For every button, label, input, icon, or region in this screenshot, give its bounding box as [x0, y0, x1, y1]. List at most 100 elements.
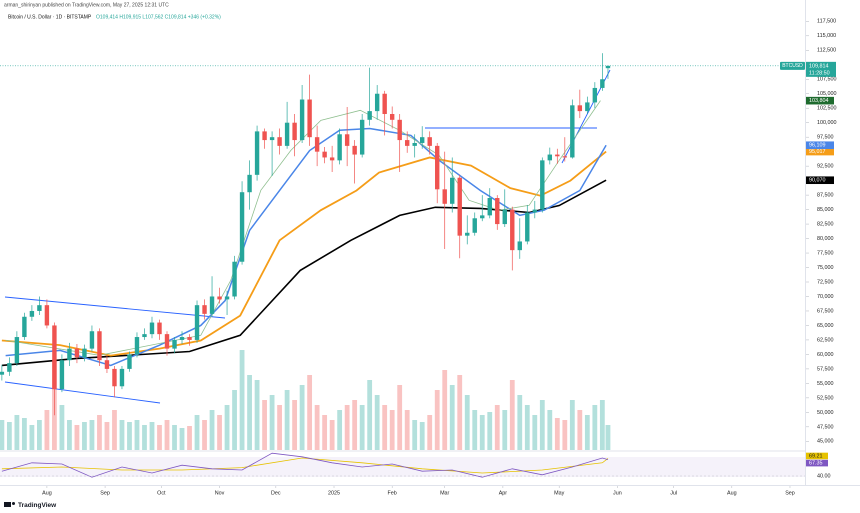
volume-bar [494, 405, 500, 450]
volume [0, 350, 611, 450]
ma-value-tag-box [806, 147, 834, 156]
candle-body [435, 145, 440, 190]
volume-bar [164, 420, 170, 450]
y-tick-label: 50,000 [817, 410, 834, 416]
candle-body [547, 154, 553, 161]
candle-body [322, 151, 327, 158]
volume-bar [584, 415, 590, 450]
volume-bar [97, 415, 102, 450]
candle-body [247, 174, 252, 193]
publisher: arman_shirinyan published on TradingView… [4, 2, 169, 8]
volume-bar [149, 422, 155, 450]
x-tick-label: Dec [271, 490, 281, 496]
candle-body [600, 79, 605, 88]
candle-body [359, 119, 365, 155]
volume-bar [562, 420, 568, 450]
volume-bar [292, 400, 298, 450]
candle-body [97, 331, 102, 361]
volume-bar [427, 415, 433, 450]
candle-body [389, 114, 395, 120]
volume-bar [404, 410, 410, 450]
footer-logo: TradingView [4, 502, 57, 509]
rsi-ma-tag-box [806, 452, 828, 460]
volume-bar [524, 405, 530, 450]
candle-body [367, 111, 372, 120]
logo-mark [4, 502, 11, 507]
y-tick-label: 102,500 [817, 106, 837, 112]
candle-body [412, 142, 417, 146]
volume-bar [517, 395, 523, 450]
candle-body [127, 354, 132, 369]
volume-bar [605, 425, 611, 450]
ma-value-tag: 103,804 [809, 98, 829, 104]
volume-bar [44, 410, 50, 450]
candle-body [142, 334, 147, 338]
y-tick-label: 80,000 [817, 236, 834, 242]
candle-body [209, 296, 215, 314]
candle-body [577, 105, 583, 112]
countdown: 11:28:50 [809, 70, 830, 76]
candle-body [465, 232, 470, 236]
candle-body [112, 368, 117, 387]
volume-bar [74, 425, 80, 450]
rsi-tick-label: 40.00 [817, 473, 831, 479]
volume-bar [554, 418, 560, 450]
rsi-tag-box [806, 459, 828, 467]
x-tick-label: Apr [499, 490, 508, 496]
trend-line [4, 296, 226, 319]
x-tick-label: Sep [785, 490, 795, 496]
candle-body [74, 348, 80, 358]
x-tick-label: Jun [613, 490, 622, 496]
volume-bar [172, 425, 177, 450]
candle-body [299, 99, 305, 141]
candle-body [59, 360, 65, 390]
volume-bar [277, 405, 282, 450]
x-tick-label: May [554, 490, 564, 496]
candle-body [217, 296, 222, 300]
moving-average [5, 100, 601, 356]
y-tick-label: 115,000 [817, 33, 836, 39]
volume-bar [367, 380, 373, 450]
volume-bar [0, 420, 5, 450]
candle-body [404, 140, 410, 146]
x-tick-label: Aug [42, 490, 52, 496]
volume-bar [599, 400, 605, 450]
candle-body [172, 339, 177, 349]
volume-bar [59, 405, 65, 450]
x-tick-label: Aug [727, 490, 737, 496]
y-tick-label: 47,500 [817, 424, 834, 430]
candle-body [157, 322, 162, 335]
volume-bar [472, 410, 478, 450]
ma-value-tag-box [806, 96, 834, 105]
rsi-ma-line [1, 457, 609, 474]
volume-bar [314, 405, 320, 450]
candle-body [540, 160, 545, 210]
moving-average [5, 127, 607, 367]
volume-bar [67, 420, 72, 450]
volume-bar [217, 415, 222, 450]
candle-body [427, 137, 432, 146]
candle-body [525, 212, 530, 242]
y-tick-label: 52,500 [817, 395, 834, 401]
candle-body [119, 368, 125, 387]
candle-body [277, 137, 282, 146]
volume-bar [592, 405, 598, 450]
y-tick-label: 75,000 [817, 265, 834, 271]
candle-body [329, 157, 335, 161]
volume-bar [344, 405, 350, 450]
volume-bar [434, 390, 440, 450]
volume-bar [539, 400, 545, 450]
candle-body [397, 119, 402, 141]
candle-body [269, 137, 275, 141]
candle-body [605, 65, 611, 69]
volume-bar [419, 422, 425, 450]
volume-bar [464, 395, 470, 450]
volume-bar [21, 418, 27, 450]
candle-body [510, 209, 515, 251]
y-tick-label: 97,500 [817, 135, 834, 141]
ma-value-tag-box [806, 141, 834, 150]
candle-body [562, 156, 568, 158]
candle-body [284, 122, 290, 146]
trend-line [4, 381, 161, 404]
candle-body [314, 137, 320, 152]
